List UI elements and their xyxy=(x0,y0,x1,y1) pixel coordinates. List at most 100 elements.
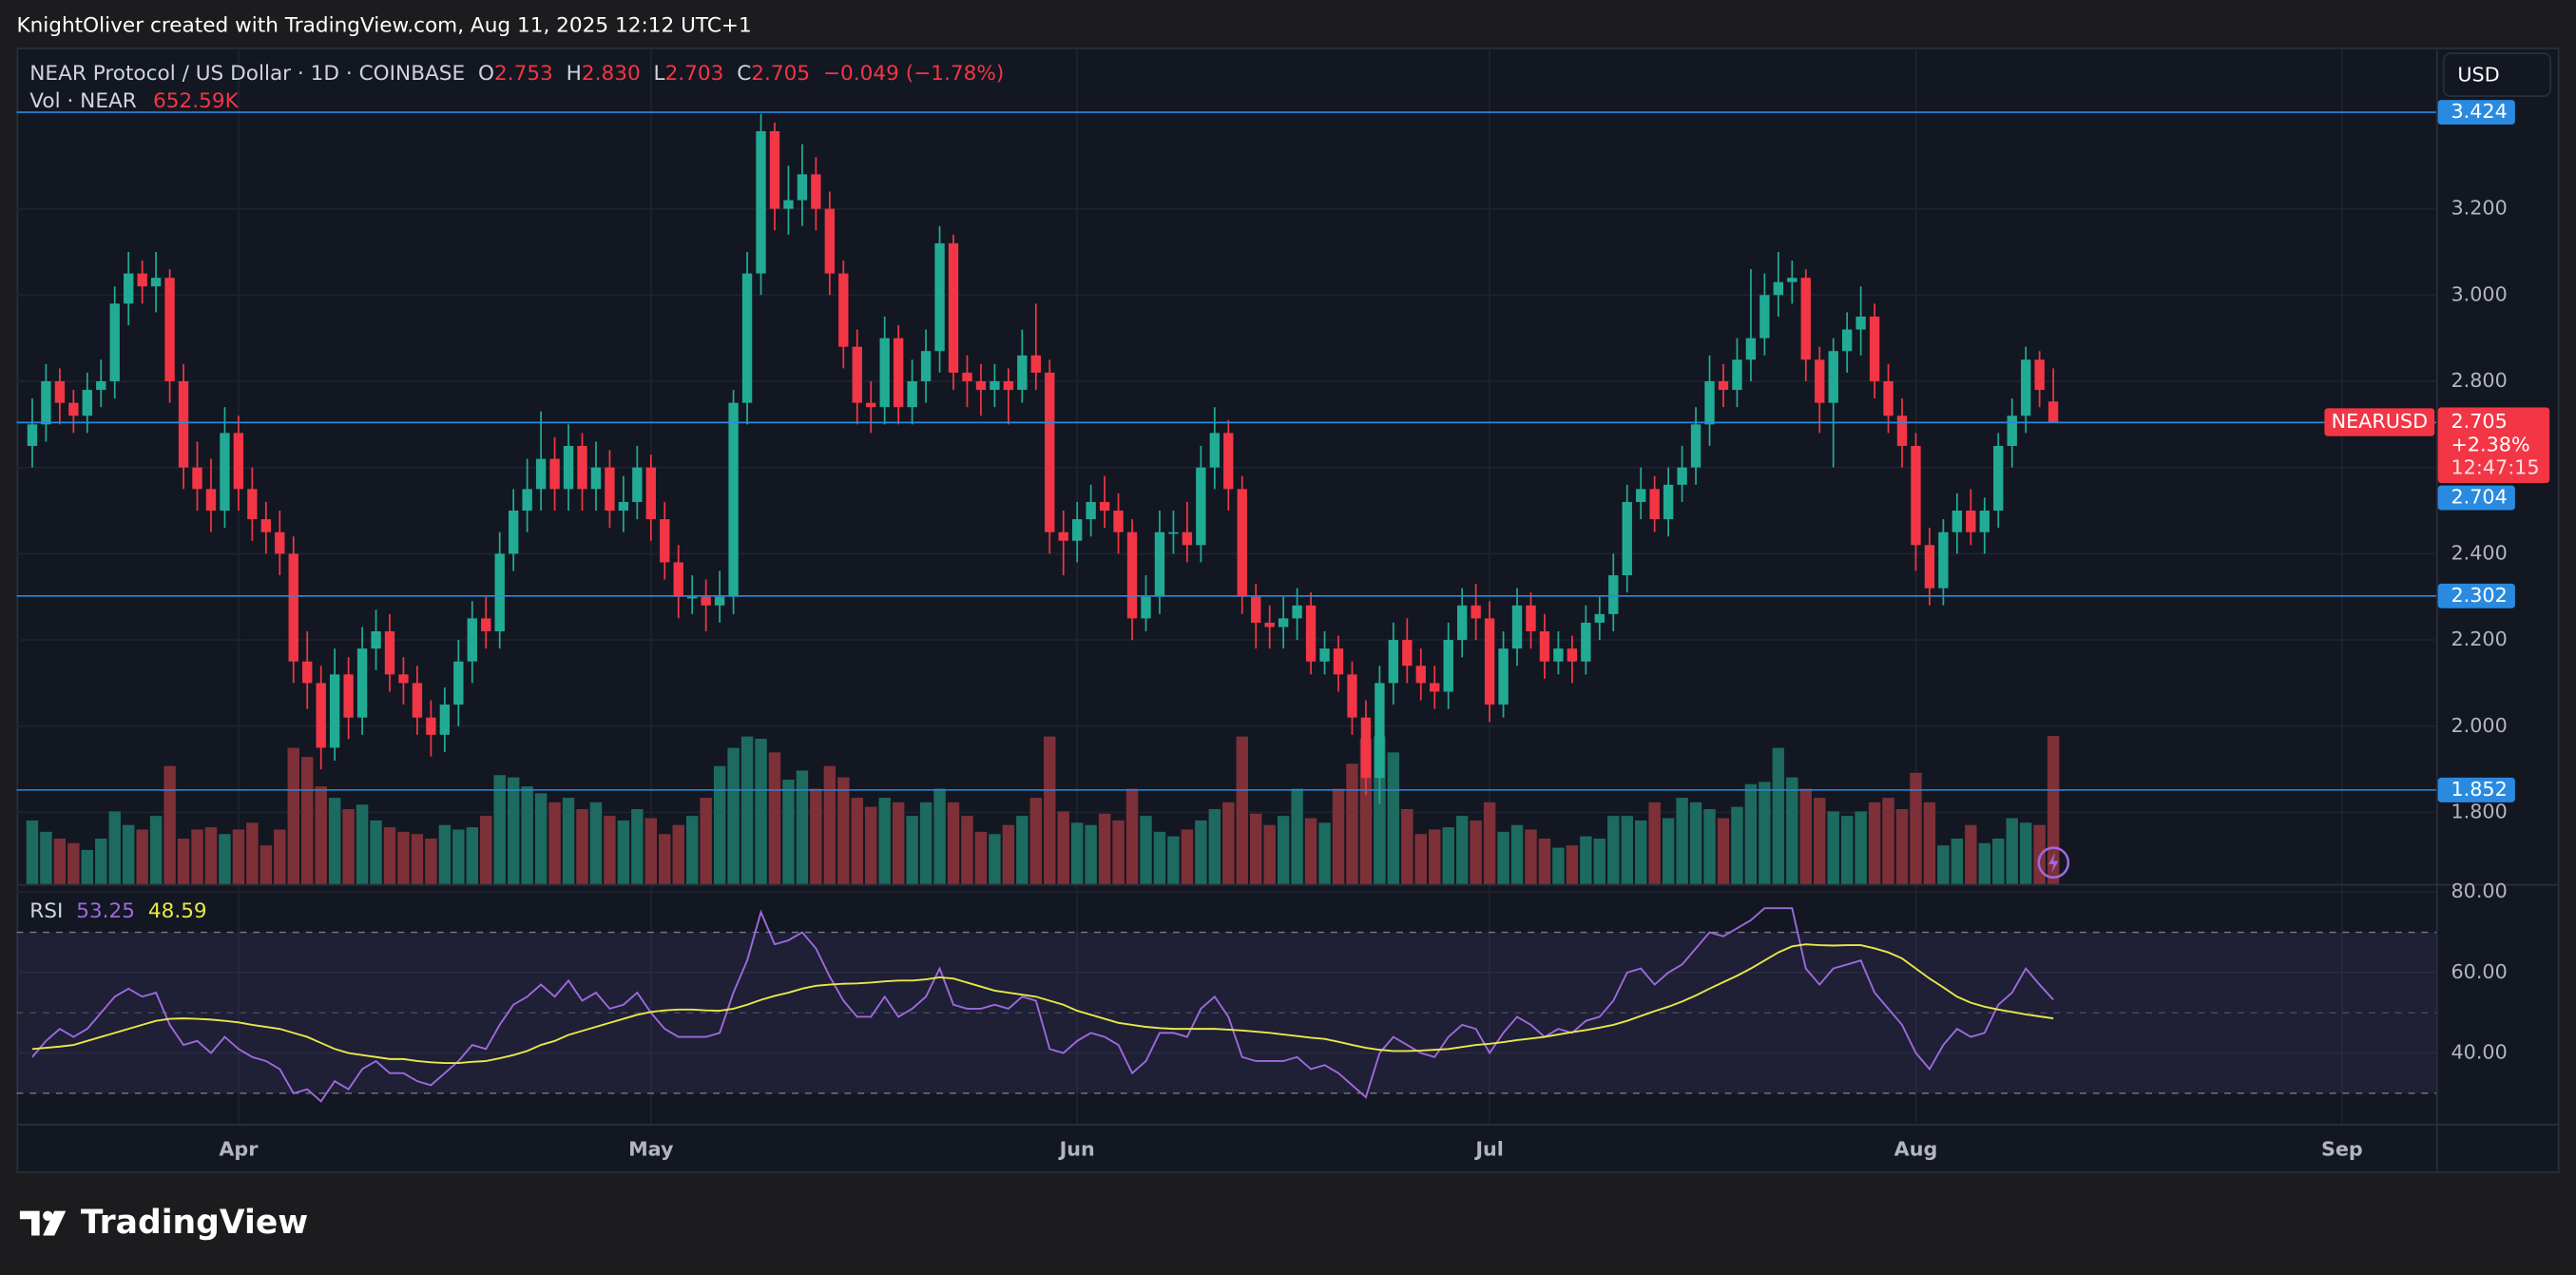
candle-body xyxy=(1360,717,1372,779)
volume-bar xyxy=(562,798,575,884)
candle-body xyxy=(879,338,890,408)
candle-body xyxy=(769,130,780,209)
volume-bar xyxy=(1429,829,1441,884)
volume-bar xyxy=(1442,827,1454,884)
volume-bar xyxy=(53,839,67,884)
legend: NEAR Protocol / US Dollar · 1D · COINBAS… xyxy=(29,62,1004,86)
volume-bar xyxy=(493,775,506,884)
rsi-legend: RSI 53.25 48.59 xyxy=(29,899,206,923)
volume-bar xyxy=(507,777,520,884)
volume-name: Vol · NEAR xyxy=(29,89,136,113)
logo-mark xyxy=(43,1210,53,1221)
volume-bar xyxy=(342,808,355,884)
candle-body xyxy=(1869,316,1880,381)
candle-body xyxy=(508,511,519,554)
candle-body xyxy=(1745,338,1757,360)
candle-body xyxy=(412,683,423,718)
volume-bar xyxy=(1910,772,1922,884)
volume-bar xyxy=(1304,818,1317,884)
volume-bar xyxy=(837,777,850,884)
header: KnightOliver created with TradingView.co… xyxy=(16,14,751,38)
candle-body xyxy=(1430,683,1440,692)
level-label-box xyxy=(2437,100,2515,126)
volume-bar xyxy=(1827,811,1839,884)
legend-low: 2.703 xyxy=(665,62,724,86)
volume-bar xyxy=(1455,816,1469,884)
volume-bar xyxy=(1153,831,1166,884)
level-label: 3.424 xyxy=(2451,100,2507,123)
candle-body xyxy=(1333,648,1344,675)
candle-body xyxy=(82,390,92,416)
candle-body xyxy=(1815,359,1825,403)
candle-body xyxy=(1622,501,1632,576)
volume-bar xyxy=(1525,829,1537,884)
candle-body xyxy=(811,174,821,209)
candle-body xyxy=(288,553,298,662)
candle-body xyxy=(467,618,477,662)
currency-button[interactable] xyxy=(2442,52,2551,97)
volume-bar xyxy=(67,842,80,884)
candle-body xyxy=(1484,618,1495,705)
volume-bar xyxy=(177,839,190,884)
candle-body xyxy=(453,661,464,705)
logo-mark xyxy=(19,1210,40,1236)
volume-bar xyxy=(466,827,479,884)
alert-icon[interactable] xyxy=(2037,846,2070,879)
candle-body xyxy=(852,346,862,403)
volume-bar xyxy=(1814,798,1826,884)
candle-body xyxy=(1677,467,1687,485)
candle-body xyxy=(783,200,794,209)
volume-bar xyxy=(370,820,382,884)
candle-body xyxy=(1045,372,1055,532)
level-label-box xyxy=(2437,583,2515,609)
legend-high: 2.830 xyxy=(582,62,641,86)
candle-body xyxy=(756,130,766,274)
volume-bar xyxy=(136,829,148,884)
level-label-box xyxy=(2437,485,2515,511)
candle-body xyxy=(577,446,587,490)
volume-bar xyxy=(1208,808,1221,884)
currency-label[interactable]: USD xyxy=(2457,63,2499,86)
candle-body xyxy=(797,174,808,201)
candle-body xyxy=(1003,380,1014,391)
candle-body xyxy=(68,402,79,416)
candle-body xyxy=(1773,281,1784,296)
volume-bar xyxy=(659,834,671,884)
volume-bar xyxy=(219,834,231,884)
brand-name: TradingView xyxy=(81,1204,308,1242)
candle-body xyxy=(1278,618,1289,628)
candle-body xyxy=(1223,433,1234,490)
candle-body xyxy=(1966,511,1976,532)
volume-bar xyxy=(1882,798,1894,884)
volume-bar xyxy=(2006,818,2018,884)
volume-legend: Vol · NEAR 652.59K xyxy=(29,89,239,113)
volume-bar xyxy=(1786,777,1798,884)
candle-body xyxy=(645,467,656,520)
candle-body xyxy=(1113,511,1124,532)
candle-body xyxy=(660,519,670,563)
candle-body xyxy=(1498,648,1509,705)
candle-body xyxy=(1800,278,1811,360)
volume-bar xyxy=(1621,816,1633,884)
candle-body xyxy=(439,705,451,735)
legend-close: 2.705 xyxy=(751,62,810,86)
volume-bar xyxy=(700,798,712,884)
candle-body xyxy=(948,242,959,373)
volume-bar xyxy=(1181,829,1194,884)
legend-key: O xyxy=(478,62,494,86)
candle-body xyxy=(1539,630,1550,662)
volume-bar xyxy=(1965,824,1977,884)
candle-body xyxy=(1456,605,1468,641)
volume-bar xyxy=(1580,836,1592,884)
volume-bar xyxy=(796,770,809,884)
candle-body xyxy=(605,467,615,512)
volume-bar xyxy=(108,811,121,884)
candle-body xyxy=(1209,433,1221,468)
volume-bar xyxy=(1318,822,1331,884)
volume-bar xyxy=(1676,798,1688,884)
candle-body xyxy=(1828,351,1838,403)
candle-body xyxy=(962,372,972,381)
candle-body xyxy=(1594,613,1605,623)
volume-bar xyxy=(163,765,176,884)
